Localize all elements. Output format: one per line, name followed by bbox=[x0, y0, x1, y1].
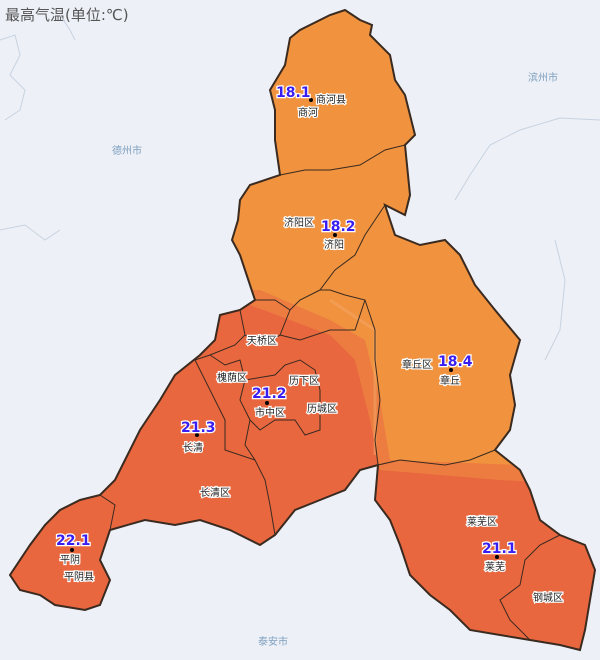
district-label: 济阳区 bbox=[284, 216, 314, 229]
city-label-taian: 泰安市 bbox=[258, 635, 288, 648]
temperature-value: 18.2 bbox=[321, 219, 356, 235]
district-label: 商河县 bbox=[316, 93, 346, 106]
district-label-lixia: 历下区 bbox=[289, 375, 319, 387]
map-title: 最高气温(单位:℃) bbox=[5, 6, 129, 24]
station-changqing[interactable]: 21.3 长清 bbox=[180, 419, 217, 456]
temperature-value: 18.4 bbox=[438, 354, 473, 370]
station-label: 长清 bbox=[183, 441, 203, 454]
station-shanghe[interactable]: 商河县 商河 18.1 bbox=[275, 84, 348, 121]
temperature-value: 22.1 bbox=[56, 533, 91, 549]
neighbor-boundaries bbox=[0, 14, 600, 361]
station-zhangqiu[interactable]: 章丘区 18.4 章丘 bbox=[401, 353, 474, 389]
district-label-changqing: 长清区 bbox=[200, 486, 230, 499]
station-laiwu[interactable]: 莱芜区 21.1 莱芜 bbox=[466, 514, 518, 575]
temperature-value: 21.3 bbox=[181, 420, 216, 436]
temperature-value: 21.1 bbox=[482, 541, 517, 557]
district-label: 章丘区 bbox=[402, 358, 432, 371]
district-label-licheng: 历城区 bbox=[307, 403, 337, 415]
station-jiyang[interactable]: 济阳区 18.2 济阳 bbox=[283, 215, 357, 253]
district-label: 莱芜区 bbox=[467, 515, 497, 528]
station-label: 平阴 bbox=[60, 554, 80, 566]
station-shizhong[interactable]: 21.2 市中区 bbox=[251, 385, 288, 421]
temperature-value: 18.1 bbox=[276, 85, 311, 101]
district-label: 平阴县 bbox=[64, 571, 94, 583]
district-boundaries bbox=[99, 144, 561, 641]
station-label: 商河 bbox=[298, 106, 318, 119]
district-label-tianqiao: 天桥区 bbox=[247, 335, 277, 347]
district-label-huaiyin: 槐荫区 bbox=[217, 371, 247, 384]
temperature-value: 21.2 bbox=[252, 386, 287, 402]
station-label: 章丘 bbox=[440, 374, 460, 387]
station-label: 莱芜 bbox=[485, 560, 505, 573]
station-label: 市中区 bbox=[255, 406, 285, 419]
station-label: 济阳 bbox=[324, 238, 344, 251]
station-pingyin[interactable]: 22.1 平阴 平阴县 bbox=[55, 532, 96, 585]
district-label-gangcheng: 钢城区 bbox=[533, 591, 563, 604]
city-label-binzhou: 滨州市 bbox=[528, 71, 558, 84]
city-label-dezhou: 德州市 bbox=[112, 144, 142, 157]
